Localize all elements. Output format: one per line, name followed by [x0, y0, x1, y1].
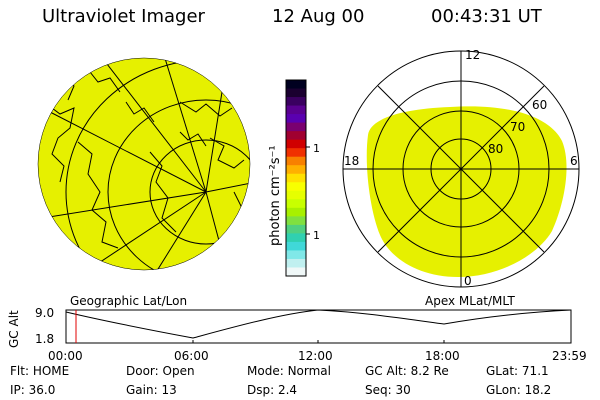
ytick-top: 9.0: [35, 306, 54, 320]
coastline: [59, 71, 207, 147]
color-bar-cell: [286, 241, 306, 251]
color-bar-cell: [286, 148, 306, 158]
color-bar-cell: [286, 88, 306, 98]
longitude-line: [149, 191, 207, 270]
longitude-line: [159, 58, 207, 193]
color-bar-cell: [286, 199, 306, 209]
color-bar: 100 10: [285, 79, 320, 277]
ytick-bottom: 1.8: [35, 332, 54, 346]
color-bar-cell: [286, 250, 306, 260]
mlt-diagonal: [377, 168, 462, 253]
info-glat: GLat: 71.1: [486, 364, 549, 378]
mlt-label-0: 0: [464, 274, 472, 288]
mlt-diagonal: [460, 168, 545, 253]
mlt-diagonal: [377, 85, 462, 170]
mlat-label-80: 80: [488, 142, 503, 156]
info-flt: Flt: HOME: [10, 364, 70, 378]
info-gain: Gain: 13: [126, 383, 177, 397]
info-dsp: Dsp: 2.4: [247, 383, 298, 397]
mlt-diagonal: [460, 85, 545, 170]
xtick-1200: 12:00: [298, 349, 333, 363]
apex-polar-plot: 12 18 6 0 60 70 80: [342, 48, 580, 288]
apex-map-label: Apex MLat/MLT: [425, 294, 515, 308]
xtick-0000: 00:00: [48, 349, 83, 363]
color-bar-cell: [286, 207, 306, 217]
color-bar-cell: [286, 122, 306, 132]
colorbar-tick-10: 10: [313, 229, 320, 242]
latitude-line: [107, 99, 250, 270]
color-bar-cell: [286, 182, 306, 192]
timeline-ylabel: GC Alt: [7, 310, 21, 348]
image-date: 12 Aug 00: [272, 6, 365, 27]
color-bar-cell: [286, 105, 306, 115]
color-bar-frame: [285, 79, 307, 277]
latitude-line: [149, 139, 250, 245]
color-bar-cell: [286, 224, 306, 234]
mlat-label-60: 60: [532, 98, 547, 112]
longitude-line: [89, 58, 207, 193]
mlat-label-70: 70: [510, 120, 525, 134]
color-bar-cell: [286, 156, 306, 166]
mlt-label-18: 18: [344, 154, 359, 168]
colorbar-tick-100: 100: [313, 142, 320, 155]
mlt-label-12: 12: [465, 48, 480, 62]
color-bar-cell: [286, 216, 306, 226]
info-gc-alt: GC Alt: 8.2 Re: [365, 364, 449, 378]
xtick-0600: 06:00: [174, 349, 209, 363]
color-bar-cell: [286, 80, 306, 90]
geographic-map: [37, 57, 251, 271]
mlt-label-6: 6: [570, 154, 578, 168]
info-mode: Mode: Normal: [247, 364, 331, 378]
color-bar-cell: [286, 114, 306, 124]
info-ip: IP: 36.0: [10, 383, 56, 397]
color-bar-cell: [286, 173, 306, 183]
info-door: Door: Open: [126, 364, 195, 378]
color-bar-cell: [286, 267, 306, 277]
xtick-1800: 18:00: [425, 349, 460, 363]
color-bar-cell: [286, 131, 306, 141]
colorbar-units-label: photon cm⁻²s⁻¹: [268, 145, 283, 246]
longitude-line: [205, 181, 250, 193]
color-bar-cell: [286, 139, 306, 149]
instrument-title: Ultraviolet Imager: [42, 6, 205, 27]
longitude-line: [49, 111, 207, 193]
altitude-timeline: 9.0 1.8 GC Alt 00:00 06:00 12:00 18:00 2…: [7, 306, 587, 363]
coastline: [43, 101, 250, 249]
altitude-curve: [65, 309, 572, 339]
xtick-2359: 23:59: [552, 349, 587, 363]
geographic-map-label: Geographic Lat/Lon: [70, 294, 188, 308]
color-bar-cell: [286, 258, 306, 268]
timeline-frame: [65, 309, 572, 344]
image-time: 00:43:31 UT: [431, 6, 542, 27]
color-bar-cell: [286, 190, 306, 200]
color-bar-cell: [286, 165, 306, 175]
longitude-line: [38, 191, 207, 221]
info-glon: GLon: 18.2: [486, 383, 552, 397]
auroral-oval: [366, 106, 567, 277]
color-bar-cell: [286, 97, 306, 107]
color-bar-cell: [286, 233, 306, 243]
info-seq: Seq: 30: [365, 383, 411, 397]
